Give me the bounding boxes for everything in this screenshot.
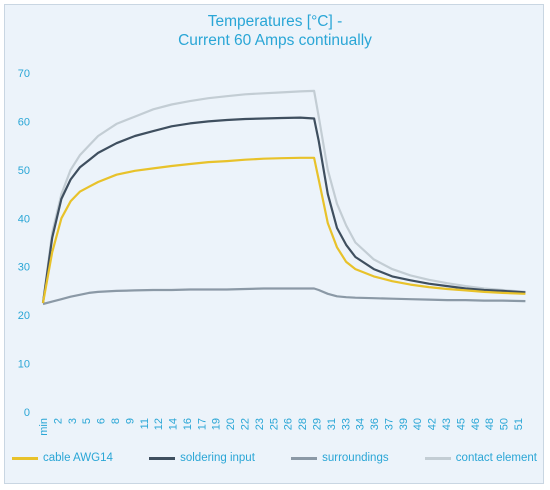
x-tick-label: 12	[153, 418, 165, 430]
y-axis-ticks: 0 10 20 30 40 50 60 70	[18, 68, 30, 419]
x-tick-label: 6	[96, 418, 108, 424]
x-tick-label: 3	[67, 418, 79, 424]
x-tick-label: 33	[340, 418, 352, 430]
legend-item-surroundings: surroundings	[291, 452, 389, 464]
x-tick-label: 45	[455, 418, 467, 430]
y-tick-label: 70	[18, 68, 30, 80]
y-tick-label: 0	[24, 407, 30, 419]
x-tick-label: 26	[283, 418, 295, 430]
legend-label-cable: cable AWG14	[43, 452, 113, 464]
legend-label-surroundings: surroundings	[322, 452, 389, 464]
x-tick-label: 48	[484, 418, 496, 430]
x-tick-label: 43	[441, 418, 453, 430]
legend-swatch-cable	[12, 456, 38, 460]
x-tick-label: 5	[81, 418, 93, 424]
legend-swatch-surroundings	[291, 456, 318, 460]
y-tick-label: 60	[18, 116, 30, 128]
x-tick-label: 50	[499, 418, 511, 430]
x-tick-label: 17	[196, 418, 208, 430]
x-tick-label: 11	[139, 418, 151, 429]
legend-item-contact: contact element	[424, 452, 537, 464]
x-tick-label: 46	[470, 418, 482, 430]
x-tick-label: 31	[326, 418, 338, 430]
y-tick-label: 40	[18, 213, 30, 225]
y-tick-label: 50	[18, 165, 30, 177]
series-lines	[41, 89, 526, 306]
legend-label-contact: contact element	[455, 452, 537, 464]
legend-swatch-soldering	[149, 456, 176, 460]
chart-frame	[4, 4, 544, 484]
x-tick-label: 22	[240, 418, 252, 430]
chart-title-line-1: Temperatures [°C] -	[207, 13, 343, 30]
x-tick-label: 14	[168, 418, 180, 430]
series-line-contact-element	[41, 89, 526, 304]
x-tick-label: 36	[369, 418, 381, 430]
x-tick-label: min	[38, 418, 50, 436]
x-tick-label: 34	[355, 418, 367, 430]
series-line-cable-awg14	[41, 156, 526, 304]
x-tick-label: 37	[383, 418, 395, 430]
x-tick-label: 51	[513, 418, 525, 430]
x-tick-label: 39	[398, 418, 410, 430]
x-tick-label: 40	[412, 418, 424, 430]
chart-title-line-2: Current 60 Amps continually	[178, 32, 372, 49]
x-tick-label: 9	[124, 418, 136, 424]
y-tick-label: 20	[18, 310, 30, 322]
legend-item-soldering: soldering input	[149, 452, 255, 464]
series-line-surroundings	[42, 287, 526, 306]
chart-legend: cable AWG14 soldering input surroundings…	[12, 452, 537, 464]
legend-item-cable: cable AWG14	[12, 452, 113, 464]
x-tick-label: 28	[297, 418, 309, 430]
chart-title: Temperatures [°C] - Current 60 Amps cont…	[0, 12, 550, 50]
x-tick-label: 20	[225, 418, 237, 430]
x-tick-label: 19	[211, 418, 223, 430]
series-line-soldering-input	[41, 116, 526, 304]
x-axis-ticks: min 2 3 5 6 8 9 11 12 14 16 17 19 20 22 23 25 26 28 29 31 33 3…	[38, 418, 525, 436]
x-tick-label: 29	[311, 418, 323, 430]
legend-swatch-contact	[424, 456, 451, 460]
x-tick-label: 2	[52, 418, 64, 424]
x-tick-label: 25	[268, 418, 280, 430]
x-tick-label: 8	[110, 418, 122, 424]
x-tick-label: 23	[254, 418, 266, 430]
y-tick-label: 30	[18, 262, 30, 274]
y-tick-label: 10	[18, 359, 30, 371]
x-tick-label: 16	[182, 418, 194, 430]
legend-label-soldering: soldering input	[180, 452, 255, 464]
x-tick-label: 42	[427, 418, 439, 430]
